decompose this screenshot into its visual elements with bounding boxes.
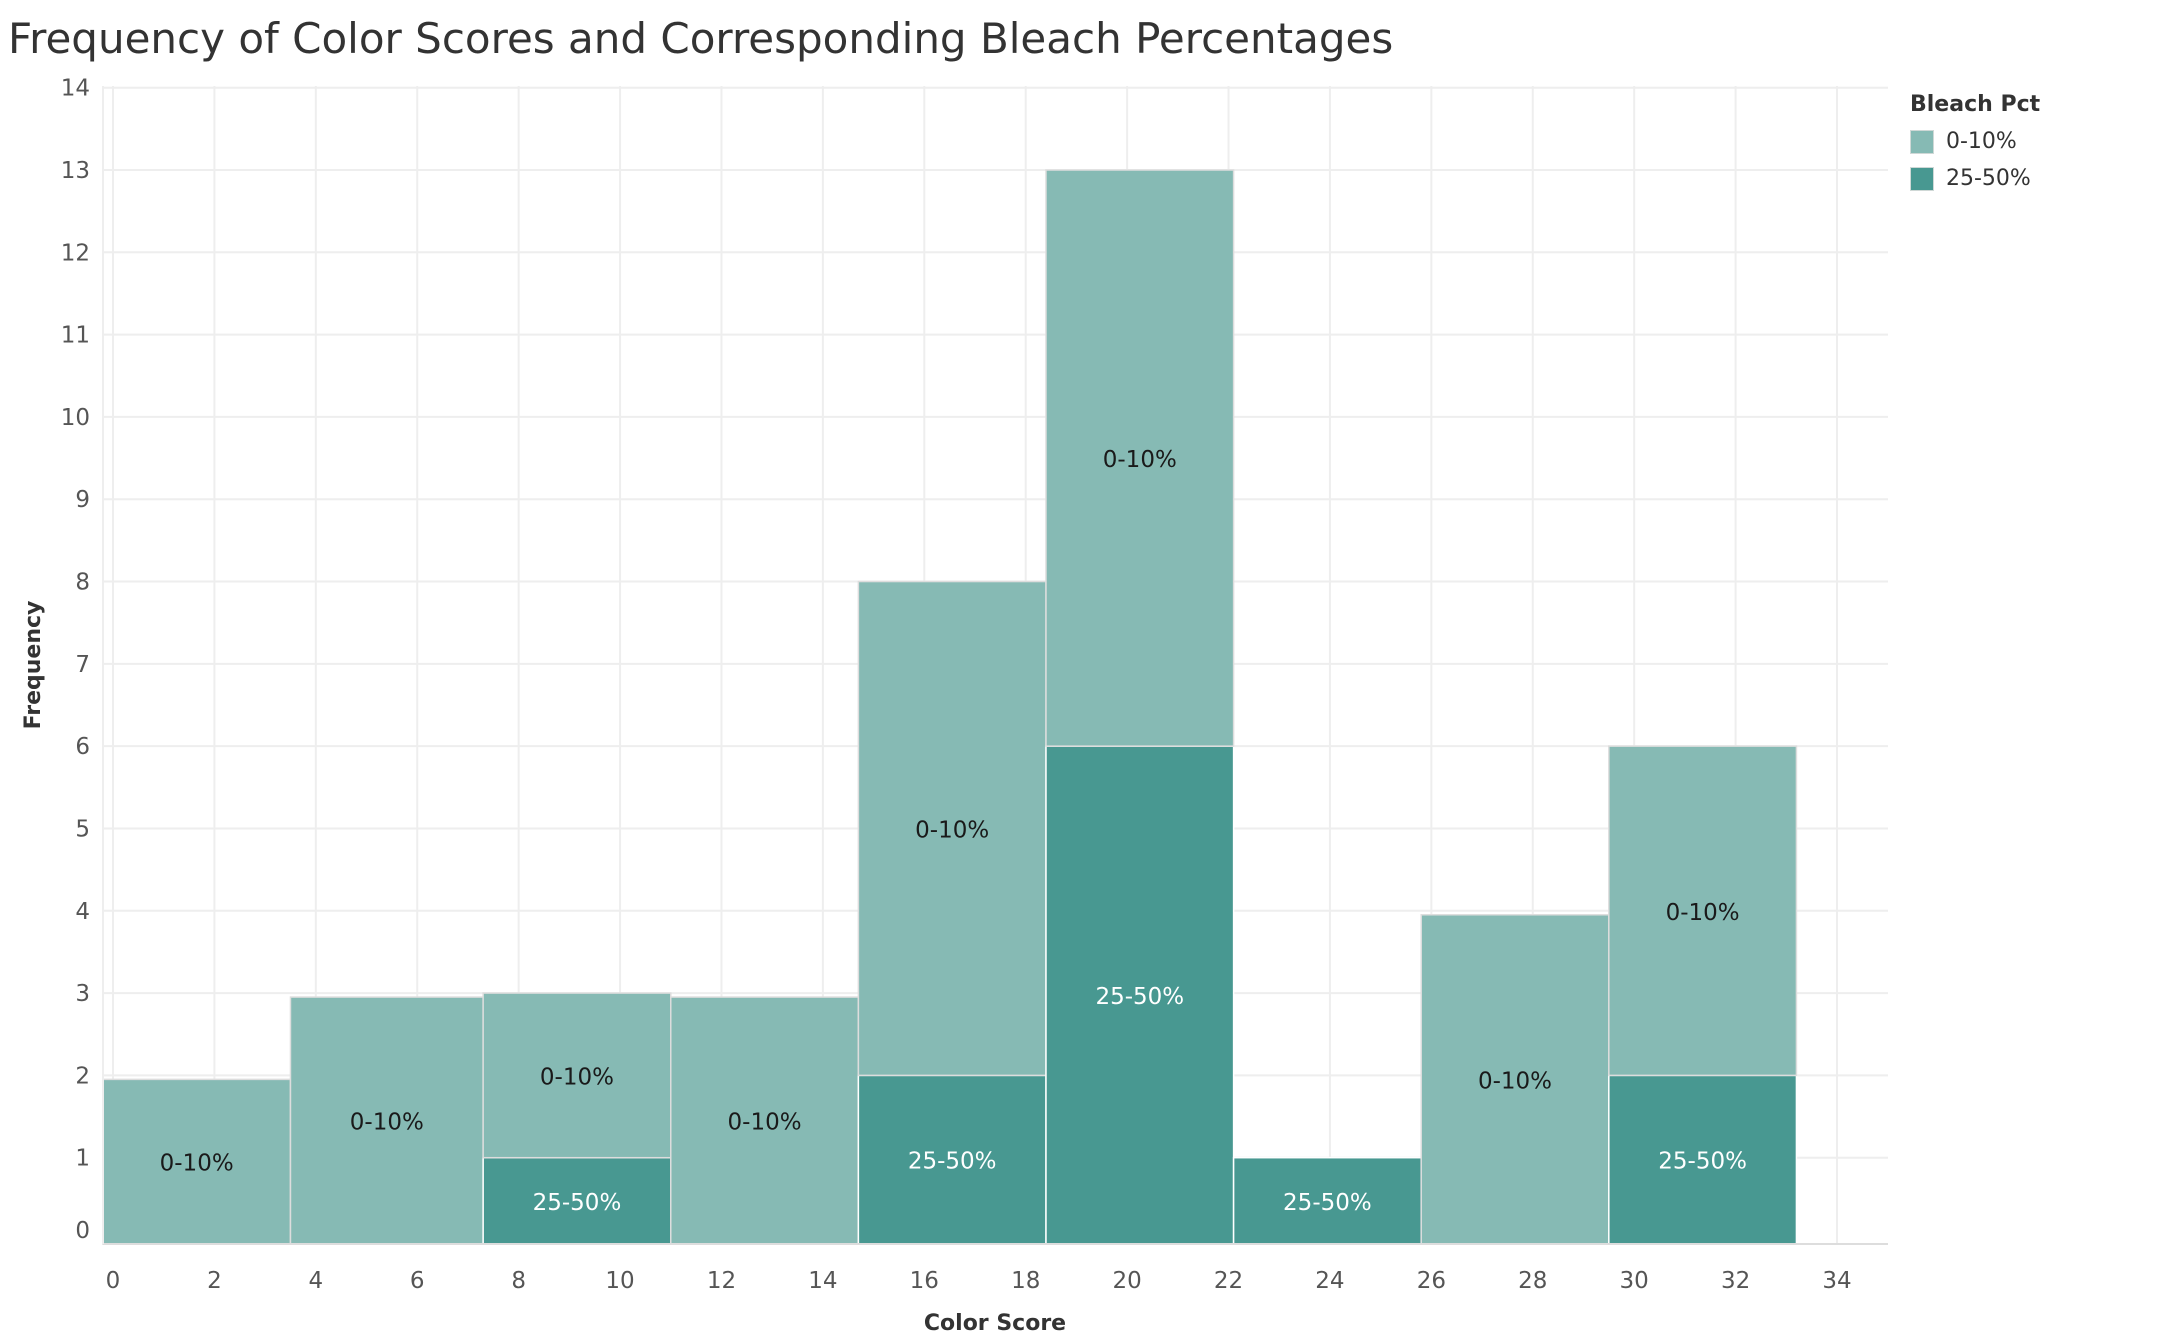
legend-title: Bleach Pct	[1910, 92, 2041, 117]
x-tick-label: 20	[1112, 1268, 1141, 1294]
y-tick-label: 11	[61, 323, 90, 349]
bar-label-0-10: 0-10%	[1103, 447, 1177, 473]
x-tick-label: 18	[1011, 1268, 1040, 1294]
bar-labels-layer: 0-10% 0-10% 25-50% 0-10% 0-10% 25-50% 0-10% 25-…	[160, 447, 1747, 1216]
bar-segment-0-10	[482, 992, 672, 1159]
bar-segment-0-10	[102, 1078, 292, 1245]
y-tick-label: 0	[75, 1218, 90, 1244]
bars-layer	[102, 169, 1798, 1245]
y-tick-label: 2	[75, 1063, 90, 1089]
y-tick-label: 8	[75, 570, 90, 596]
x-tick-label: 6	[410, 1268, 425, 1294]
bar-label-25-50: 25-50%	[1658, 1149, 1747, 1175]
y-tick-label: 1	[75, 1146, 90, 1172]
bar-label-0-10: 0-10%	[540, 1064, 614, 1090]
legend-label-25-50: 25-50%	[1946, 166, 2031, 191]
bar-segment-0-10	[857, 580, 1047, 1077]
bar-segment-0-10	[1608, 745, 1798, 1077]
bar-label-25-50: 25-50%	[908, 1149, 997, 1175]
x-tick-label: 32	[1721, 1268, 1750, 1294]
bar-label-0-10: 0-10%	[915, 817, 989, 843]
x-tick-label: 16	[910, 1268, 939, 1294]
legend-swatch-25-50	[1910, 166, 1934, 191]
x-tick-label: 28	[1518, 1268, 1547, 1294]
y-tick-label: 12	[61, 240, 90, 266]
bar-label-25-50: 25-50%	[533, 1190, 622, 1216]
legend-item-0-10[interactable]: 0-10%	[1910, 129, 2040, 154]
y-tick-label: 4	[75, 899, 90, 925]
x-tick-label: 22	[1214, 1268, 1243, 1294]
axis-layer: 0 2 4 6 8 10 12 14 16 18 20 22 24 26 28 30 32 34012345678…	[21, 76, 1888, 1336]
bar-segment-0-10	[1420, 914, 1610, 1245]
x-tick-label: 4	[309, 1268, 324, 1294]
bar-segment-25-50	[1608, 1074, 1798, 1245]
legend-item-25-50[interactable]: 25-50%	[1910, 166, 2040, 191]
x-tick-label: 0	[106, 1268, 121, 1294]
x-tick-label: 34	[1822, 1268, 1851, 1294]
bar-segment-0-10	[1045, 169, 1235, 747]
legend-label-0-10: 0-10%	[1946, 129, 2017, 154]
x-tick-label: 10	[605, 1268, 634, 1294]
bar-label-0-10: 0-10%	[1478, 1068, 1552, 1094]
y-tick-label: 3	[75, 981, 90, 1007]
chart-title: Frequency of Color Scores and Correspond…	[8, 14, 1394, 63]
bar-segment-25-50	[482, 1156, 672, 1245]
bar-segment-25-50	[1232, 1156, 1422, 1245]
y-tick-label: 5	[75, 816, 90, 842]
y-tick-label: 10	[61, 405, 90, 431]
x-axis-title: Color Score	[924, 1311, 1066, 1336]
y-tick-label: 6	[75, 734, 90, 760]
x-tick-label: 26	[1417, 1268, 1446, 1294]
bar-segment-0-10	[289, 996, 484, 1245]
x-tick-label: 8	[511, 1268, 526, 1294]
bar-label-0-10: 0-10%	[728, 1110, 802, 1136]
x-tick-label: 12	[707, 1268, 736, 1294]
legend-swatch-0-10	[1910, 129, 1934, 154]
y-axis-title: Frequency	[21, 601, 46, 730]
y-tick-label: 13	[61, 158, 90, 184]
bar-label-0-10: 0-10%	[1666, 900, 1740, 926]
y-tick-label: 9	[75, 487, 90, 513]
x-tick-label: 2	[207, 1268, 222, 1294]
legend: Bleach Pct 0-10% 25-50%	[1910, 92, 2040, 203]
x-tick-label: 30	[1620, 1268, 1649, 1294]
bar-label-25-50: 25-50%	[1283, 1190, 1372, 1216]
bar-label-0-10: 0-10%	[350, 1110, 424, 1136]
y-tick-label: 14	[61, 76, 90, 102]
bar-label-0-10: 0-10%	[160, 1151, 234, 1177]
x-tick-label: 24	[1315, 1268, 1344, 1294]
bar-label-25-50: 25-50%	[1095, 984, 1184, 1010]
x-tick-label: 14	[808, 1268, 837, 1294]
bar-segment-0-10	[670, 996, 860, 1245]
y-tick-label: 7	[75, 652, 90, 678]
bar-segment-25-50	[1045, 745, 1235, 1245]
